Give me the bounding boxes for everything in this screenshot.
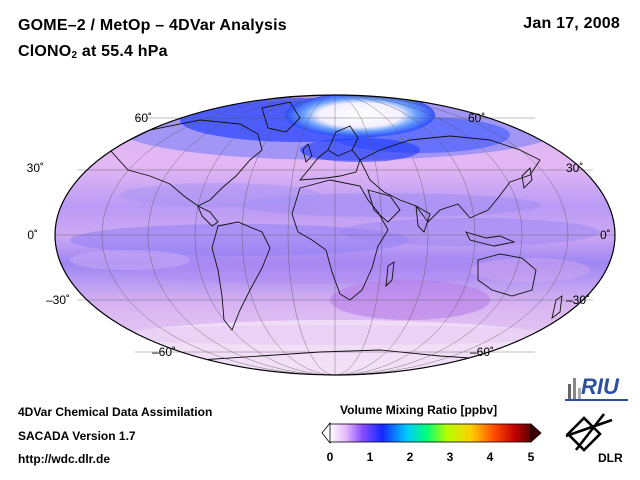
- lat-label-right-60: 60˚: [468, 111, 485, 125]
- arabia-outline: [367, 189, 401, 223]
- colorbar-scale: [329, 423, 532, 443]
- south-america-outline: [211, 221, 271, 331]
- lat-label-left-60: 60˚: [135, 111, 152, 125]
- colorbar-tick-5: 5: [527, 450, 535, 464]
- colorbar: [321, 422, 542, 444]
- species-name: ClONO: [18, 43, 72, 60]
- indonesia-outline: [465, 231, 516, 247]
- uk-outline: [302, 143, 313, 163]
- india-outline: [415, 205, 431, 233]
- colorbar-title: Volume Mixing Ratio [ppbv]: [340, 403, 498, 417]
- dlr-logo-icon: [565, 413, 613, 452]
- asia-outline: [359, 135, 541, 223]
- footer-line2: SACADA Version 1.7: [18, 429, 136, 443]
- lat-label-right-30: 30˚: [566, 161, 583, 175]
- riu-logo-text: RIU: [581, 374, 619, 399]
- north-america-outline: [109, 119, 263, 207]
- colorbar-tick-0: 0: [326, 450, 334, 464]
- australia-outline: [477, 253, 537, 297]
- species-subscript: 2: [71, 50, 78, 61]
- lat-label-left-0: 0˚: [27, 228, 38, 242]
- pressure-level: at 55.4 hPa: [77, 43, 168, 60]
- title-line2: ClONO2 at 55.4 hPa: [18, 43, 168, 61]
- colorbar-tick-1: 1: [366, 450, 374, 464]
- africa-outline: [291, 179, 389, 301]
- riu-logo-icon: [565, 378, 628, 401]
- colorbar-high-arrow: [530, 423, 542, 443]
- colorbar-tick-4: 4: [486, 450, 494, 464]
- madagascar-outline: [385, 261, 395, 288]
- footer-url[interactable]: http://wdc.dlr.de: [18, 452, 110, 466]
- lat-label-left-m30: –30˚: [46, 293, 70, 307]
- lat-label-left-30: 30˚: [27, 161, 44, 175]
- japan-outline: [521, 167, 533, 189]
- dlr-logo-text: DLR: [598, 451, 623, 465]
- lat-label-left-m60: –60˚: [152, 345, 176, 359]
- lat-label-right-0: 0˚: [600, 228, 611, 242]
- title-line1: GOME–2 / MetOp – 4DVar Analysis: [18, 17, 287, 34]
- colorbar-tick-3: 3: [446, 450, 454, 464]
- footer-line1: 4DVar Chemical Data Assimilation: [18, 405, 213, 419]
- greenland-outline: [261, 101, 301, 133]
- globe-border: [54, 94, 616, 376]
- lat-label-right-m30: –30˚: [566, 293, 590, 307]
- colorbar-tick-2: 2: [406, 450, 414, 464]
- lat-label-right-m60: –60˚: [470, 345, 494, 359]
- scandinavia-outline: [327, 125, 359, 151]
- nz-outline: [551, 295, 563, 320]
- analysis-date: Jan 17, 2008: [523, 15, 620, 32]
- central-america-outline: [197, 205, 219, 227]
